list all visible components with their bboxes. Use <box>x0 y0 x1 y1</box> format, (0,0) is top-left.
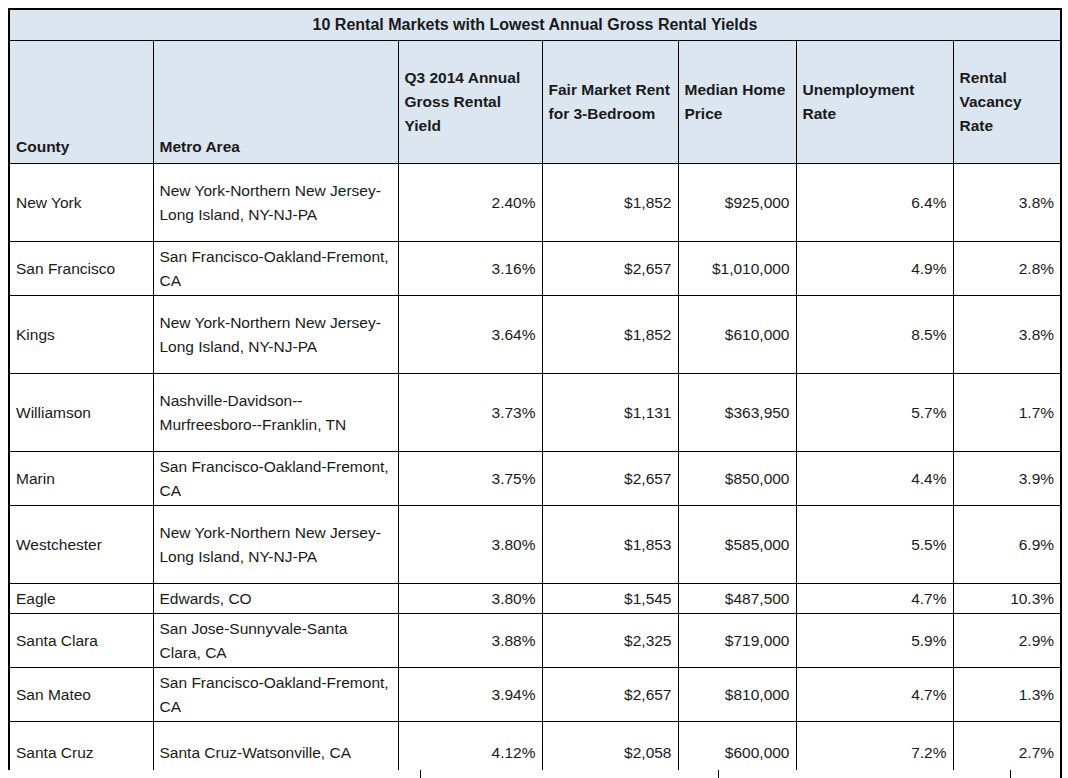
table-title: 10 Rental Markets with Lowest Annual Gro… <box>9 9 1061 41</box>
home-price-cell: $610,000 <box>678 296 796 374</box>
metro-area-cell: San Francisco-Oakland-Fremont, CA <box>153 668 398 722</box>
rent-cell: $2,325 <box>542 614 678 668</box>
unemployment-cell: 4.7% <box>796 584 953 614</box>
yield-cell: 3.16% <box>398 242 542 296</box>
table-row: Marin San Francisco-Oakland-Fremont, CA … <box>9 452 1061 506</box>
vacancy-cell: 6.9% <box>953 506 1061 584</box>
col-header-rental-vacancy-rate: Rental Vacancy Rate <box>953 41 1061 164</box>
vacancy-cell: 3.8% <box>953 164 1061 242</box>
home-price-cell: $925,000 <box>678 164 796 242</box>
metro-area-cell: New York-Northern New Jersey-Long Island… <box>153 506 398 584</box>
unemployment-cell: 4.4% <box>796 452 953 506</box>
cutoff-next-row <box>8 770 1060 778</box>
yield-cell: 3.64% <box>398 296 542 374</box>
table-row: Williamson Nashville-Davidson--Murfreesb… <box>9 374 1061 452</box>
yield-cell: 3.75% <box>398 452 542 506</box>
yield-cell: 3.80% <box>398 584 542 614</box>
county-cell: Santa Clara <box>9 614 153 668</box>
divider <box>420 770 421 778</box>
table-row: San Mateo San Francisco-Oakland-Fremont,… <box>9 668 1061 722</box>
rent-cell: $1,853 <box>542 506 678 584</box>
table-title-row: 10 Rental Markets with Lowest Annual Gro… <box>9 9 1061 41</box>
metro-area-cell: San Francisco-Oakland-Fremont, CA <box>153 242 398 296</box>
metro-area-cell: New York-Northern New Jersey-Long Island… <box>153 164 398 242</box>
county-cell: San Mateo <box>9 668 153 722</box>
rent-cell: $1,131 <box>542 374 678 452</box>
page: 10 Rental Markets with Lowest Annual Gro… <box>0 0 1068 778</box>
rent-cell: $2,657 <box>542 452 678 506</box>
yield-cell: 3.94% <box>398 668 542 722</box>
table-row: Eagle Edwards, CO 3.80% $1,545 $487,500 … <box>9 584 1061 614</box>
county-cell: Eagle <box>9 584 153 614</box>
vacancy-cell: 2.9% <box>953 614 1061 668</box>
metro-area-cell: San Jose-Sunnyvale-Santa Clara, CA <box>153 614 398 668</box>
unemployment-cell: 5.9% <box>796 614 953 668</box>
unemployment-cell: 5.7% <box>796 374 953 452</box>
unemployment-cell: 4.7% <box>796 668 953 722</box>
vacancy-cell: 1.7% <box>953 374 1061 452</box>
home-price-cell: $719,000 <box>678 614 796 668</box>
col-header-county: County <box>9 41 153 164</box>
unemployment-cell: 6.4% <box>796 164 953 242</box>
home-price-cell: $810,000 <box>678 668 796 722</box>
rent-cell: $2,657 <box>542 242 678 296</box>
metro-area-cell: Nashville-Davidson--Murfreesboro--Frankl… <box>153 374 398 452</box>
county-cell: Williamson <box>9 374 153 452</box>
yield-cell: 3.88% <box>398 614 542 668</box>
divider <box>1010 770 1011 778</box>
col-header-median-home-price: Median Home Price <box>678 41 796 164</box>
col-header-metro-area: Metro Area <box>153 41 398 164</box>
county-cell: Kings <box>9 296 153 374</box>
county-cell: Marin <box>9 452 153 506</box>
home-price-cell: $1,010,000 <box>678 242 796 296</box>
vacancy-cell: 2.8% <box>953 242 1061 296</box>
home-price-cell: $585,000 <box>678 506 796 584</box>
home-price-cell: $487,500 <box>678 584 796 614</box>
yield-cell: 3.80% <box>398 506 542 584</box>
col-header-fair-market-rent: Fair Market Rent for 3-Bedroom <box>542 41 678 164</box>
metro-area-cell: San Francisco-Oakland-Fremont, CA <box>153 452 398 506</box>
home-price-cell: $363,950 <box>678 374 796 452</box>
county-cell: New York <box>9 164 153 242</box>
rental-yields-table: 10 Rental Markets with Lowest Annual Gro… <box>8 8 1062 778</box>
col-header-gross-rental-yield: Q3 2014 Annual Gross Rental Yield <box>398 41 542 164</box>
yield-cell: 3.73% <box>398 374 542 452</box>
vacancy-cell: 3.8% <box>953 296 1061 374</box>
rent-cell: $1,852 <box>542 164 678 242</box>
table-header-row: County Metro Area Q3 2014 Annual Gross R… <box>9 41 1061 164</box>
table-row: San Francisco San Francisco-Oakland-Frem… <box>9 242 1061 296</box>
rent-cell: $2,657 <box>542 668 678 722</box>
unemployment-cell: 8.5% <box>796 296 953 374</box>
rent-cell: $1,852 <box>542 296 678 374</box>
county-cell: Westchester <box>9 506 153 584</box>
col-header-unemployment-rate: Unemployment Rate <box>796 41 953 164</box>
vacancy-cell: 3.9% <box>953 452 1061 506</box>
table-row: Kings New York-Northern New Jersey-Long … <box>9 296 1061 374</box>
metro-area-cell: New York-Northern New Jersey-Long Island… <box>153 296 398 374</box>
yield-cell: 2.40% <box>398 164 542 242</box>
unemployment-cell: 4.9% <box>796 242 953 296</box>
unemployment-cell: 5.5% <box>796 506 953 584</box>
vacancy-cell: 10.3% <box>953 584 1061 614</box>
metro-area-cell: Edwards, CO <box>153 584 398 614</box>
table-row: Westchester New York-Northern New Jersey… <box>9 506 1061 584</box>
table-row: Santa Clara San Jose-Sunnyvale-Santa Cla… <box>9 614 1061 668</box>
table-row: New York New York-Northern New Jersey-Lo… <box>9 164 1061 242</box>
home-price-cell: $850,000 <box>678 452 796 506</box>
divider <box>718 770 719 778</box>
vacancy-cell: 1.3% <box>953 668 1061 722</box>
rent-cell: $1,545 <box>542 584 678 614</box>
county-cell: San Francisco <box>9 242 153 296</box>
